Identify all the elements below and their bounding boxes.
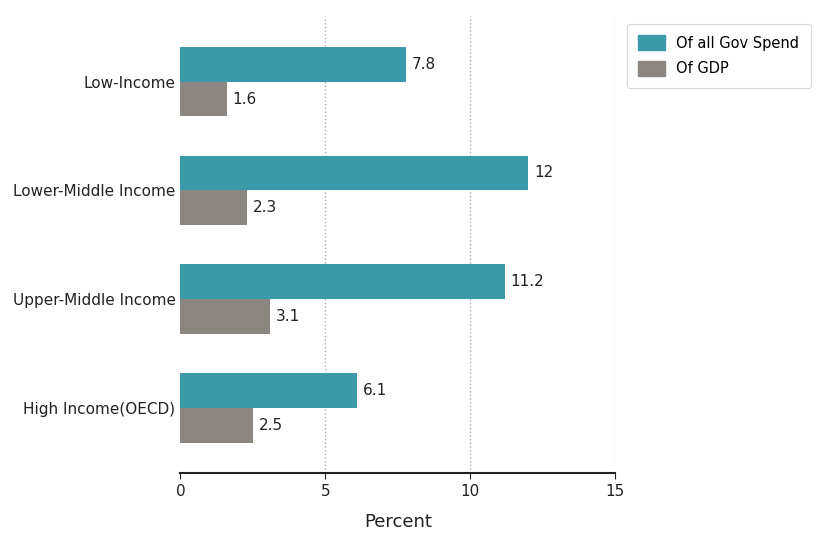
Text: 3.1: 3.1 <box>276 309 300 324</box>
Text: 6.1: 6.1 <box>363 383 387 398</box>
Text: 2.5: 2.5 <box>258 418 283 433</box>
Text: 7.8: 7.8 <box>412 57 436 72</box>
Bar <box>180 299 270 334</box>
Bar <box>180 373 357 408</box>
Text: 1.6: 1.6 <box>233 91 256 107</box>
Text: 2.3: 2.3 <box>252 200 277 215</box>
Text: 11.2: 11.2 <box>510 274 544 289</box>
Text: 12: 12 <box>533 165 553 181</box>
Bar <box>180 408 252 443</box>
X-axis label: Percent: Percent <box>364 512 431 530</box>
Bar <box>180 47 406 82</box>
Bar <box>180 156 527 190</box>
Bar <box>180 190 247 225</box>
Bar <box>180 82 227 116</box>
Legend: Of all Gov Spend, Of GDP: Of all Gov Spend, Of GDP <box>626 23 810 88</box>
Bar <box>180 264 505 299</box>
